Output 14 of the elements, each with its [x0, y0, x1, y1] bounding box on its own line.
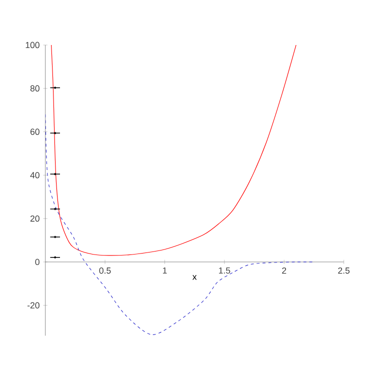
x-tick-label: 1 [162, 268, 167, 274]
x-axis-title: x [192, 275, 197, 280]
x-tick-label: 0.5 [99, 268, 111, 274]
y-tick-label: 100 [26, 42, 40, 48]
y-tick-label: -20 [28, 302, 40, 309]
y-tick-label: 20 [30, 216, 40, 222]
y-tick-label: 60 [30, 128, 40, 135]
x-tick-label: 2.5 [338, 268, 350, 274]
y-tick-label: 0 [35, 258, 40, 266]
y-tick-label: 80 [30, 85, 40, 92]
x-tick-label: 1.5 [219, 268, 230, 274]
x-tick-label: 2 [282, 268, 286, 274]
y-tick-label: 40 [30, 172, 40, 178]
line-series [50, 45, 296, 256]
